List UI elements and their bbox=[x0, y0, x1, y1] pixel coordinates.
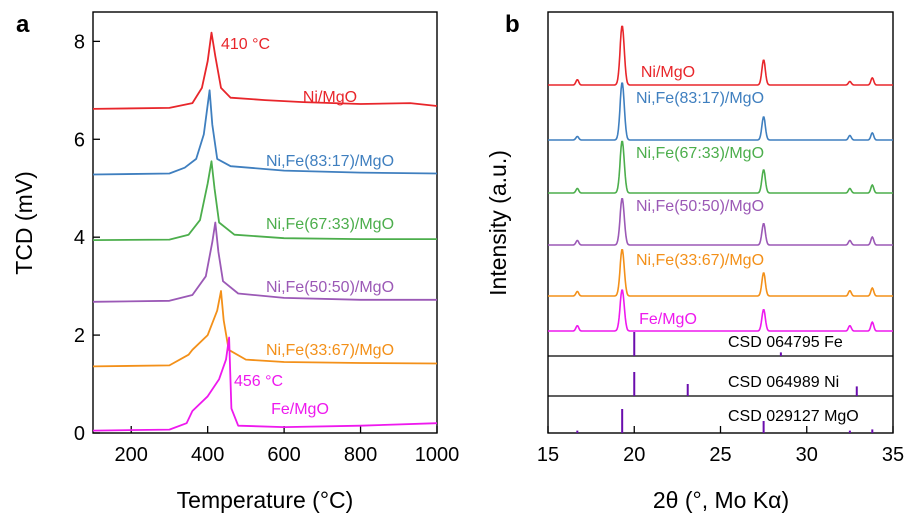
panel-a-y-axis-title: TCD (mV) bbox=[11, 171, 37, 274]
panel-b-frame bbox=[547, 11, 894, 434]
panel-a-y-tick-label: 2 bbox=[74, 325, 85, 347]
panel-a-x-tick-label: 1000 bbox=[415, 444, 460, 466]
panel-letter-a: a bbox=[16, 11, 30, 38]
reference-label: CSD 029127 MgO bbox=[728, 408, 859, 425]
tpr-curve-2 bbox=[92, 160, 437, 241]
panel-b-series-label: Ni,Fe(67:33)/MgO bbox=[636, 145, 764, 162]
annotation-410: 410 °C bbox=[221, 36, 270, 53]
panel-b-series-label: Ni/MgO bbox=[641, 64, 695, 81]
panel-a-y-tick-label: 0 bbox=[74, 423, 85, 445]
panel-a-x-axis-title: Temperature (°C) bbox=[177, 487, 354, 513]
panel-b-x-tick-label: 35 bbox=[882, 444, 904, 466]
panel-b-x-axis-title: 2θ (°, Mo Kα) bbox=[653, 487, 789, 513]
panel-b-y-axis-title: Intensity (a.u.) bbox=[485, 150, 511, 296]
panel-a-series-label: Ni,Fe(83:17)/MgO bbox=[266, 153, 394, 170]
panel-a-series-label: Ni,Fe(33:67)/MgO bbox=[266, 342, 394, 359]
panel-a-x-ticks: 200 400 600 800 1000 bbox=[115, 426, 460, 466]
reference-label: CSD 064989 Ni bbox=[728, 374, 839, 391]
panel-a-y-tick-label: 6 bbox=[74, 129, 85, 151]
panel-b-x-tick-label: 15 bbox=[537, 444, 559, 466]
tpr-curve-0 bbox=[92, 31, 438, 110]
panel-b-x-tick-label: 25 bbox=[709, 444, 731, 466]
panel-a-series-label: Ni/MgO bbox=[303, 89, 357, 106]
xrd-pattern-3 bbox=[547, 198, 894, 246]
panel-a-series-label: Ni,Fe(67:33)/MgO bbox=[266, 216, 394, 233]
panel-a-y-ticks: 0 2 4 6 8 bbox=[74, 31, 100, 445]
xrd-pattern-0 bbox=[547, 25, 894, 86]
reference-label: CSD 064795 Fe bbox=[728, 334, 843, 351]
xrd-pattern-2 bbox=[547, 140, 894, 194]
panel-b-series-label: Ni,Fe(33:67)/MgO bbox=[636, 252, 764, 269]
panel-a-series-labels: Ni/MgO Ni,Fe(83:17)/MgO Ni,Fe(67:33)/MgO Ni… bbox=[266, 89, 394, 418]
panel-a-x-tick-label: 200 bbox=[115, 444, 148, 466]
panel-b-series-labels: Ni/MgO Ni,Fe(83:17)/MgO Ni,Fe(67:33)/MgO Ni… bbox=[636, 64, 764, 328]
panel-b-x-tick-label: 30 bbox=[796, 444, 818, 466]
panel-a-x-tick-label: 600 bbox=[267, 444, 300, 466]
tpr-curve-3 bbox=[92, 221, 437, 303]
panel-letter-b: b bbox=[505, 11, 520, 38]
tpr-curve-1 bbox=[92, 89, 438, 176]
panel-b-x-ticks: 15 20 25 30 35 bbox=[537, 426, 904, 466]
panel-a-x-tick-label: 400 bbox=[191, 444, 224, 466]
panel-a-series bbox=[92, 31, 438, 432]
panel-a-y-tick-label: 8 bbox=[74, 31, 85, 53]
xrd-pattern-4 bbox=[547, 249, 894, 297]
panel-b-x-tick-label: 20 bbox=[623, 444, 645, 466]
panel-b-series-label: Ni,Fe(83:17)/MgO bbox=[636, 90, 764, 107]
panel-b-reference-patterns: CSD 064795 Fe CSD 064989 Ni CSD 029127 MgO bbox=[548, 332, 893, 433]
tpr-curve-5 bbox=[92, 336, 438, 432]
panel-a-y-tick-label: 4 bbox=[74, 227, 85, 249]
tpr-curve-4 bbox=[92, 290, 438, 368]
panel-a-series-label: Ni,Fe(50:50)/MgO bbox=[266, 279, 394, 296]
annotation-456: 456 °C bbox=[234, 373, 283, 390]
panel-b-series bbox=[547, 25, 894, 332]
panel-b-series-label: Fe/MgO bbox=[639, 311, 697, 328]
xrd-pattern-1 bbox=[547, 82, 894, 141]
xrd-pattern-5 bbox=[547, 289, 894, 332]
panel-a-frame bbox=[92, 11, 438, 434]
panel-a-series-label: Fe/MgO bbox=[271, 401, 329, 418]
panel-b-xrd-chart: 15 20 25 30 35 Ni/MgO Ni,Fe(83:17)/MgO Ni,Fe(6… bbox=[485, 11, 904, 513]
panel-a-tpr-chart: 0 2 4 6 8 200 400 600 800 1000 Ni/MgO Ni,Fe(83:17… bbox=[11, 11, 460, 513]
panel-a-x-tick-label: 800 bbox=[344, 444, 377, 466]
panel-b-series-label: Ni,Fe(50:50)/MgO bbox=[636, 198, 764, 215]
